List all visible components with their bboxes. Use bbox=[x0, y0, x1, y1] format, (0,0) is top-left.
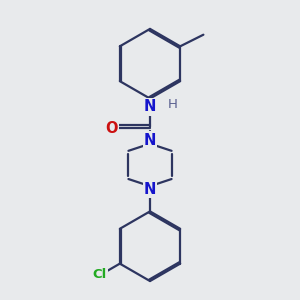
Text: N: N bbox=[144, 133, 156, 148]
Text: O: O bbox=[105, 121, 117, 136]
Text: N: N bbox=[144, 99, 156, 114]
Text: Cl: Cl bbox=[92, 268, 106, 281]
Text: N: N bbox=[144, 182, 156, 197]
Text: H: H bbox=[167, 98, 177, 111]
